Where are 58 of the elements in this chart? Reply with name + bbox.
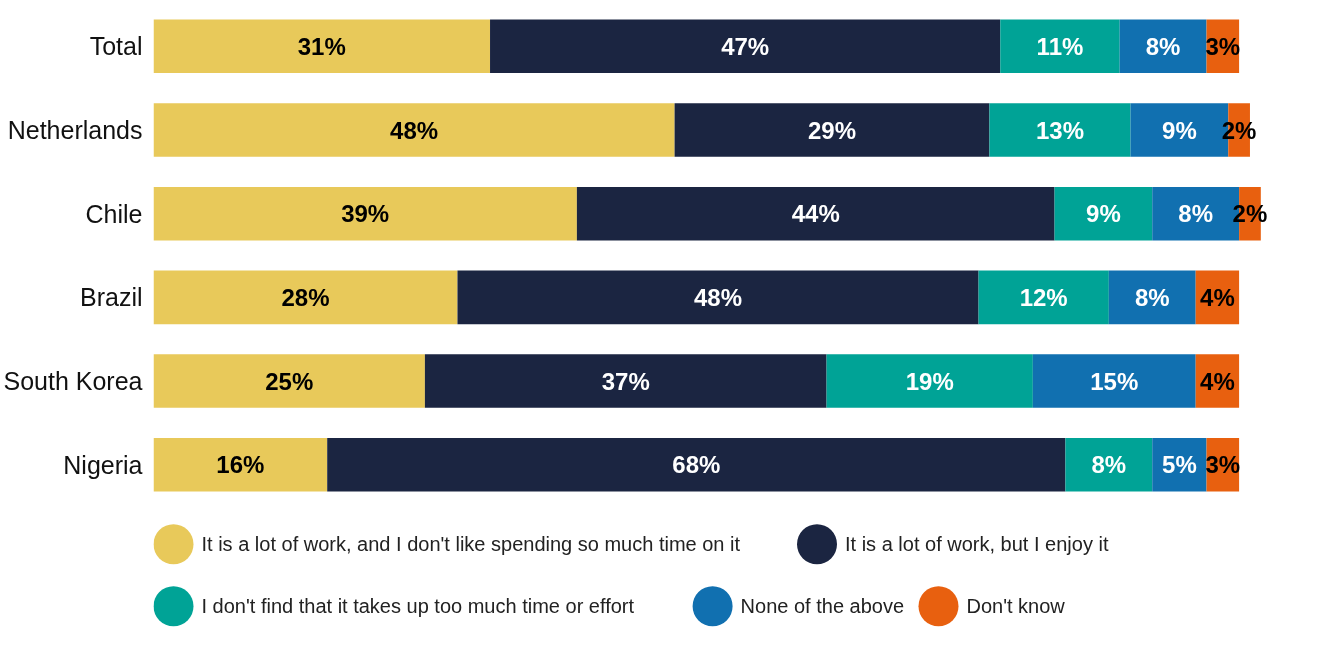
- data-label: 9%: [1086, 200, 1121, 228]
- data-label: 8%: [1145, 32, 1181, 60]
- bar: [989, 103, 1131, 157]
- data-label: 15%: [1090, 367, 1139, 395]
- data-label: 4%: [1200, 283, 1235, 311]
- bar: [153, 437, 328, 492]
- bar: [424, 354, 827, 408]
- y-tick-label: Brazil: [79, 283, 143, 312]
- bar: [1119, 19, 1207, 74]
- data-label: 13%: [1035, 116, 1085, 144]
- data-label: 12%: [1019, 283, 1068, 311]
- data-label: 5%: [1162, 451, 1197, 479]
- legend-label: It is a lot of work, but I enjoy it: [845, 533, 1109, 556]
- bar: [153, 270, 458, 325]
- bar: [1065, 437, 1153, 492]
- data-label: 25%: [265, 367, 314, 395]
- bar: [1000, 19, 1120, 74]
- y-tick-label: Chile: [85, 199, 143, 228]
- data-label: 48%: [694, 283, 743, 311]
- data-label: 16%: [216, 451, 265, 479]
- y-tick-label: Total: [89, 32, 143, 61]
- data-label: 4%: [1200, 367, 1235, 395]
- legend-label: Don't know: [966, 595, 1066, 618]
- bar: [1108, 270, 1196, 325]
- legend-label: It is a lot of work, and I don't like spending so much time on it: [201, 533, 741, 556]
- bar: [457, 270, 979, 325]
- y-tick-label: Nigeria: [63, 450, 143, 479]
- data-label: 8%: [1091, 451, 1127, 479]
- data-label: 68%: [672, 451, 721, 479]
- bar: [153, 19, 491, 74]
- data-label: 37%: [601, 367, 650, 395]
- data-label: 47%: [721, 32, 770, 60]
- bar: [153, 354, 425, 408]
- bar: [1032, 354, 1196, 408]
- bar: [576, 186, 1055, 241]
- bar: [1054, 186, 1153, 241]
- bar: [153, 186, 577, 241]
- data-label: 44%: [791, 200, 840, 228]
- data-label: 8%: [1134, 283, 1170, 311]
- data-label: 28%: [281, 283, 330, 311]
- bar: [327, 437, 1066, 492]
- bar: [978, 270, 1109, 325]
- bar: [826, 354, 1033, 408]
- data-label: 31%: [297, 32, 346, 60]
- bar: [153, 103, 675, 157]
- data-label: 19%: [905, 367, 954, 395]
- y-tick-label: South Korea: [3, 367, 143, 396]
- data-label: 39%: [341, 200, 390, 228]
- bar: [674, 103, 990, 157]
- data-label: 11%: [1036, 32, 1084, 60]
- legend-label: None of the above: [740, 595, 905, 618]
- data-label: 8%: [1178, 200, 1214, 228]
- y-tick-label: Netherlands: [7, 116, 143, 145]
- data-label: 9%: [1162, 116, 1197, 144]
- bar: [490, 19, 1001, 74]
- legend-label: I don't find that it takes up too much time or effort: [201, 595, 635, 618]
- data-label: 48%: [390, 116, 439, 144]
- data-label: 29%: [807, 116, 857, 144]
